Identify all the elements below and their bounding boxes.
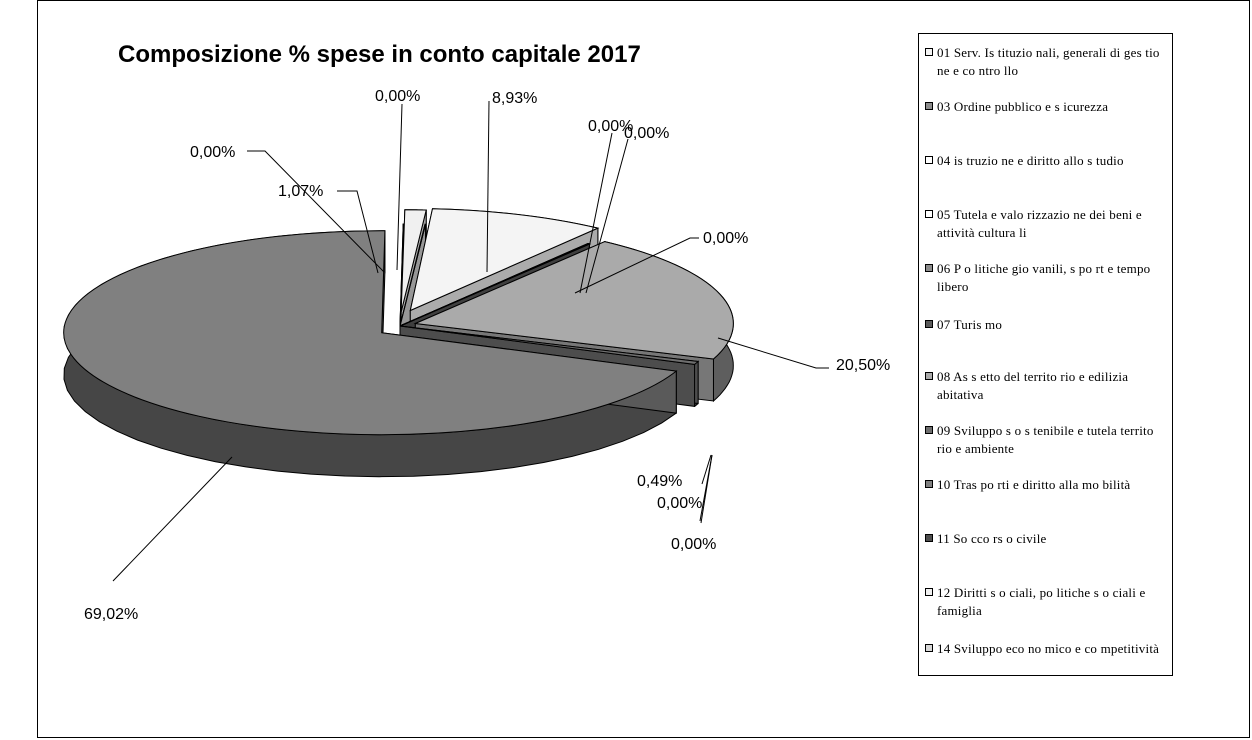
legend-label: 03 Ordine pubblico e s icurezza [937,99,1109,114]
legend-swatch [925,264,933,272]
legend-label: 09 Sviluppo s o s tenibile e tutela terr… [937,423,1154,456]
slice-label-11: 1,07% [278,183,323,200]
legend-swatch [925,534,933,542]
leader-line-3 [585,138,629,294]
leader-line-5 [247,150,385,273]
pie-slice-10 [399,223,405,327]
leader-line-1 [486,100,490,273]
leader-line-7 [717,337,829,369]
legend-label: 06 P o litiche gio vanili, s po rt e tem… [937,261,1151,294]
slice-label-4: 0,00% [703,230,748,247]
slice-labels: 8,93%0,00%0,00%0,00%20,50%0,49%0,00%0,00… [84,88,890,623]
legend-label: 08 As s etto del territo rio e edilizia … [937,369,1129,402]
pie-slice-9 [63,230,678,436]
pie-slice-8 [399,325,700,365]
leader-lines [112,100,829,582]
leader-line-4 [574,237,699,294]
legend-swatch [925,320,933,328]
legend-item: 06 P o litiche gio vanili, s po rt e tem… [925,260,1165,296]
legend-item: 10 Tras po rti e diritto alla mo bilità [925,476,1165,494]
slice-label-9: 69,02% [84,606,138,623]
leader-line-9 [112,456,233,582]
legend-item: 07 Turis mo [925,316,1165,334]
legend-label: 04 is truzio ne e diritto allo s tudio [937,153,1124,168]
legend-label: 11 So cco rs o civile [937,531,1047,546]
slice-label-1: 8,93% [492,90,537,107]
pie-slice-1 [409,208,600,312]
slice-label-10: 0,00% [671,536,716,553]
legend-swatch [925,644,933,652]
legend-item: 01 Serv. Is tituzio nali, generali di ge… [925,44,1165,80]
legend-swatch [925,102,933,110]
legend-item: 05 Tutela e valo rizzazio ne dei beni e … [925,206,1165,242]
legend-label: 05 Tutela e valo rizzazio ne dei beni e … [937,207,1142,240]
legend-swatch [925,48,933,56]
leader-line-10 [700,454,713,524]
legend-item: 09 Sviluppo s o s tenibile e tutela terr… [925,422,1165,458]
legend-item: 12 Diritti s o ciali, po litiche s o cia… [925,584,1165,620]
leader-line-12 [396,103,403,271]
leader-line-8 [701,454,712,485]
legend-swatch [925,480,933,488]
legend-label: 07 Turis mo [937,317,1003,332]
pie-tops [63,208,734,436]
legend-label: 12 Diritti s o ciali, po litiche s o cia… [937,585,1146,618]
pie-slice-11 [400,209,427,312]
legend-item: 11 So cco rs o civile [925,530,1165,548]
slice-label-6: 0,00% [657,495,702,512]
slice-label-2: 0,00% [588,118,633,135]
legend-swatch [925,156,933,164]
legend-label: 01 Serv. Is tituzio nali, generali di ge… [937,45,1160,78]
slice-label-12: 0,00% [375,88,420,105]
legend-swatch [925,426,933,434]
pie-slice-7 [413,241,734,360]
legend-item: 08 As s etto del territo rio e edilizia … [925,368,1165,404]
slice-label-3: 0,00% [624,125,669,142]
legend-label: 10 Tras po rti e diritto alla mo bilità [937,477,1131,492]
legend-swatch [925,210,933,218]
legend-item: 04 is truzio ne e diritto allo s tudio [925,152,1165,170]
legend-swatch [925,372,933,380]
legend-swatch [925,588,933,596]
leader-line-11 [337,190,379,274]
slice-label-5: 0,00% [190,144,235,161]
legend-label: 14 Sviluppo eco no mico e co mpetitività [937,641,1160,656]
chart-title: Composizione % spese in conto capitale 2… [118,41,641,68]
leader-line-2 [579,132,613,294]
chart-frame [37,0,1250,738]
slice-label-8: 0,49% [637,473,682,490]
legend-item: 14 Sviluppo eco no mico e co mpetitività [925,640,1165,658]
legend-item: 03 Ordine pubblico e s icurezza [925,98,1165,116]
chart-legend: 01 Serv. Is tituzio nali, generali di ge… [918,33,1173,676]
slice-label-7: 20,50% [836,357,890,374]
pie-slice-12 [399,223,427,327]
